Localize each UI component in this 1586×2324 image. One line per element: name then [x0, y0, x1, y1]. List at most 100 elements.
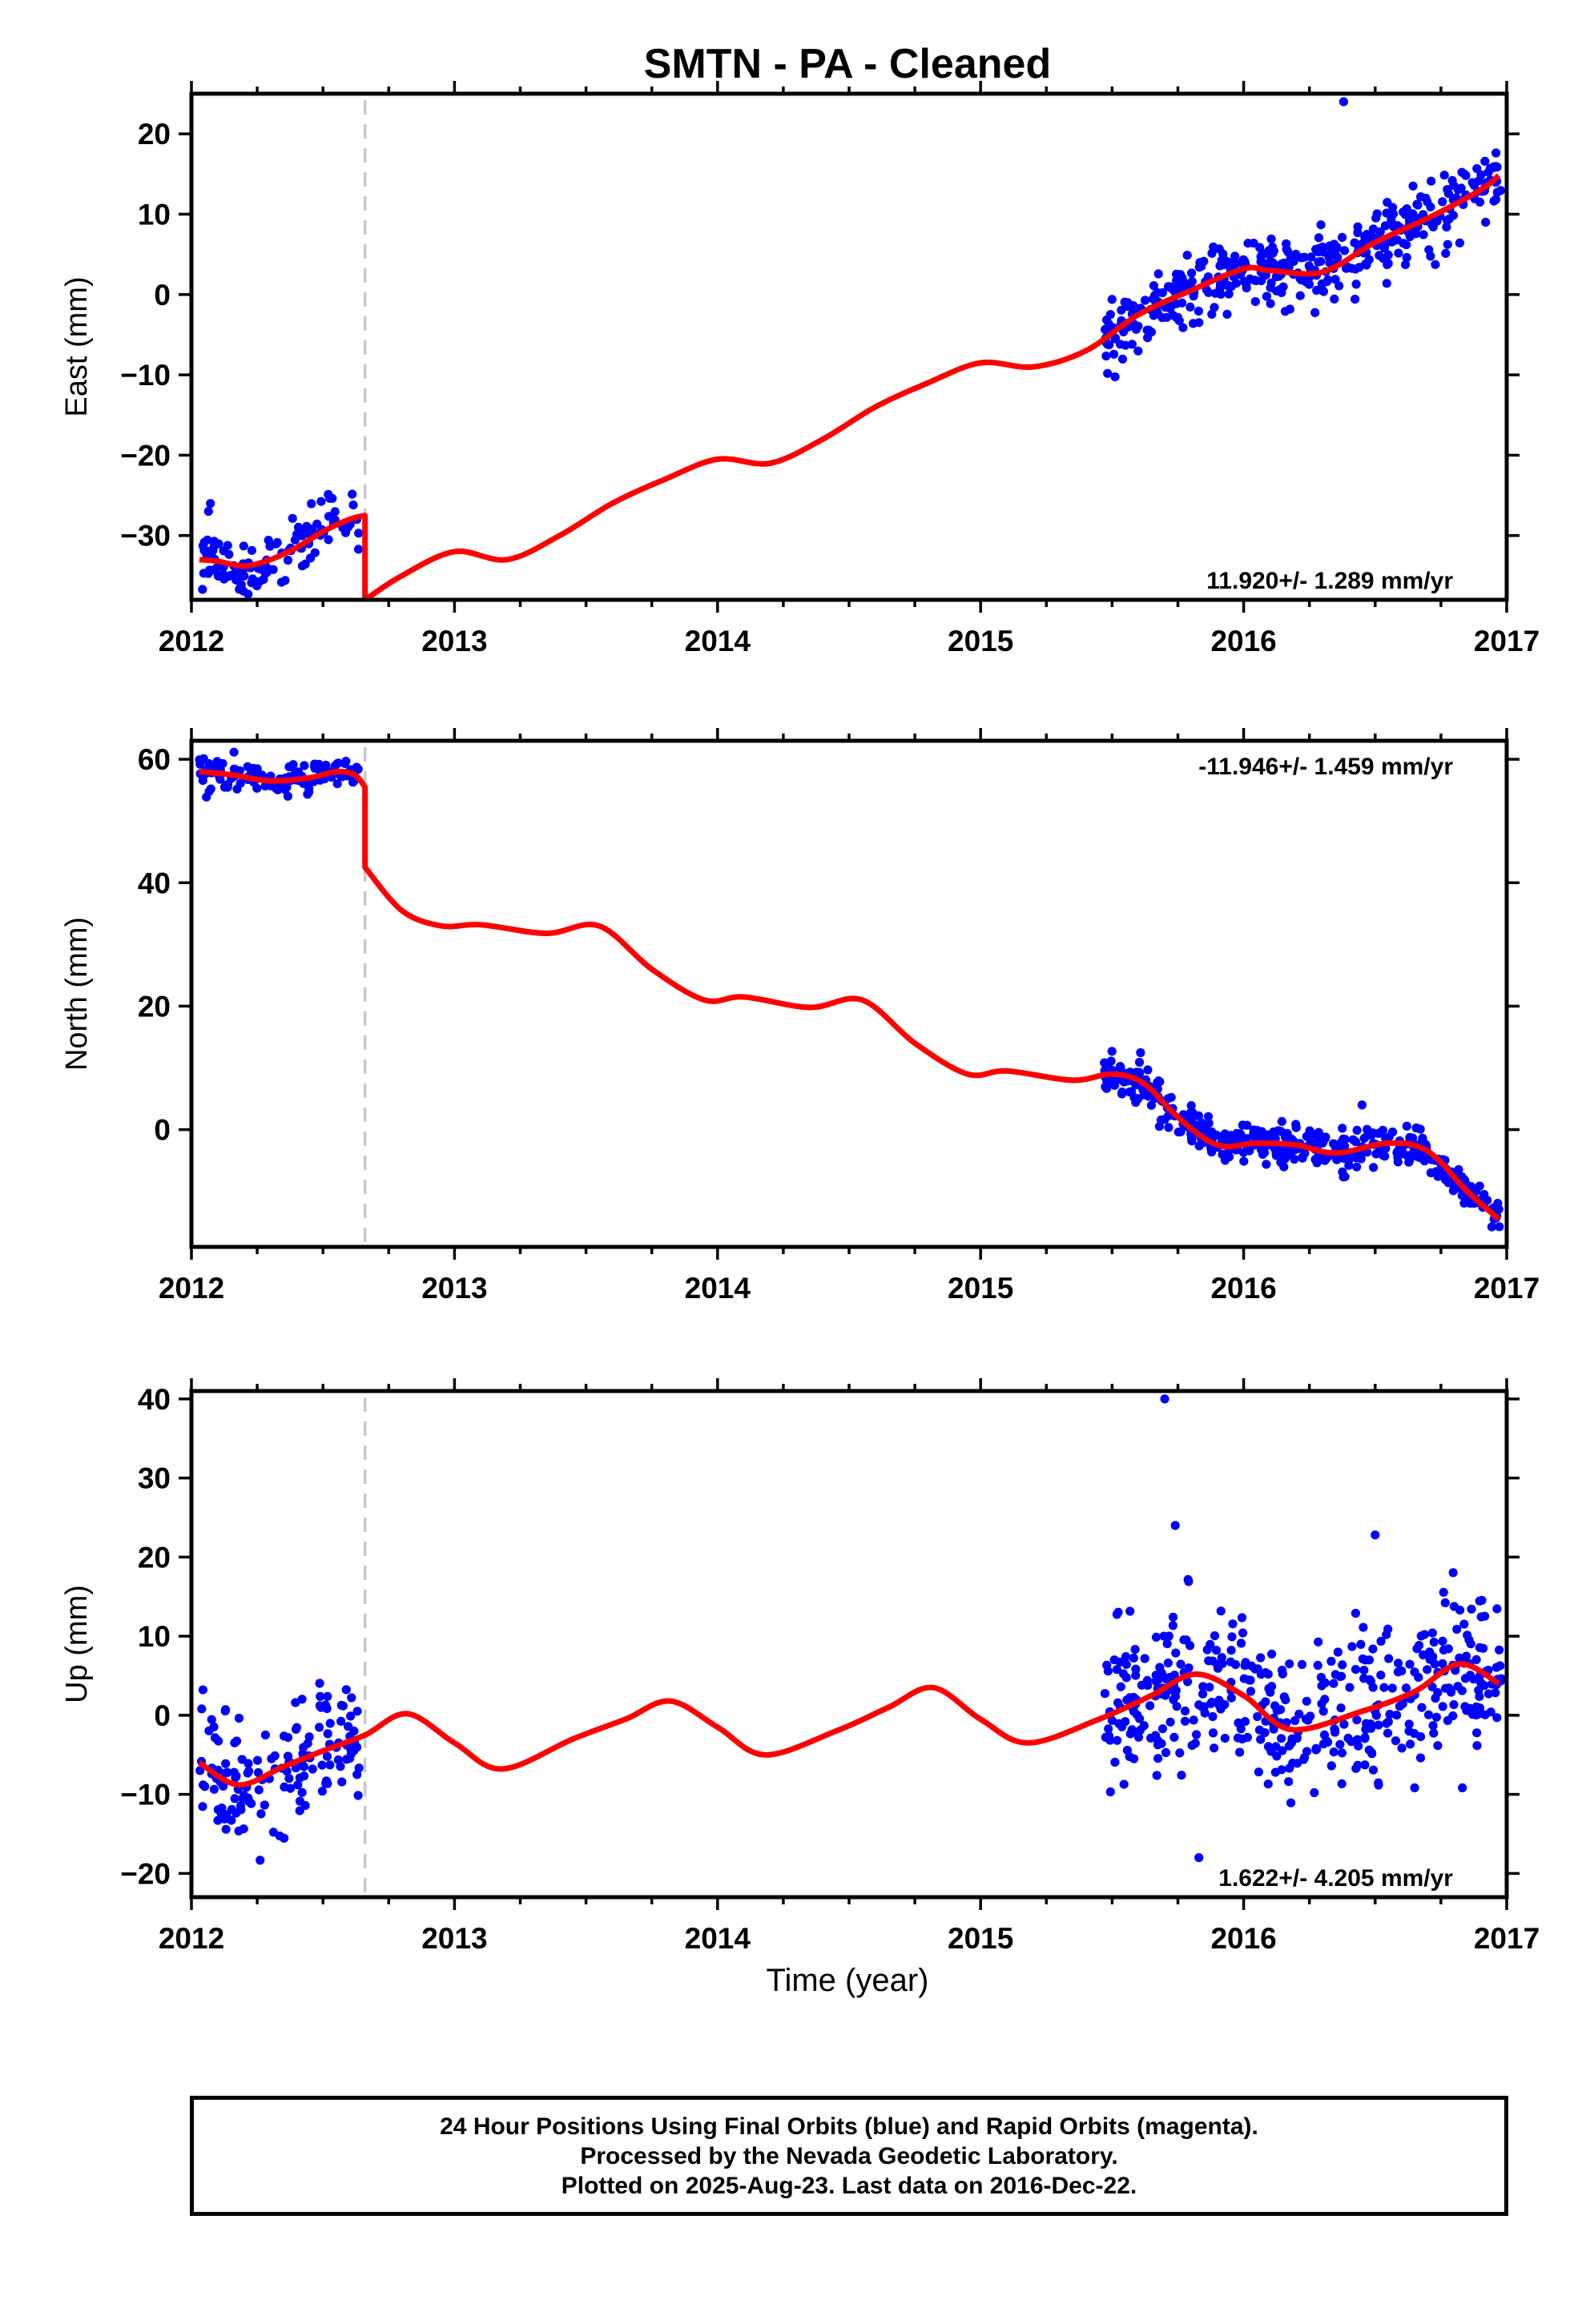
data-point: [1226, 1693, 1236, 1703]
data-point: [1238, 1120, 1247, 1130]
data-point: [1371, 213, 1381, 223]
data-point: [1224, 289, 1234, 299]
data-point: [1415, 1641, 1424, 1651]
data-point: [1294, 1709, 1304, 1719]
data-point: [199, 1780, 208, 1790]
data-point: [272, 537, 282, 548]
data-point: [1171, 1648, 1181, 1658]
data-point: [1475, 1596, 1484, 1606]
data-point: [1356, 1639, 1366, 1649]
data-point: [254, 1785, 264, 1795]
data-point: [1125, 1606, 1135, 1616]
data-point: [1173, 312, 1182, 322]
data-point: [348, 489, 357, 499]
data-point: [1210, 303, 1219, 312]
data-point: [1312, 1158, 1322, 1168]
data-point: [1290, 1715, 1300, 1726]
data-point: [1144, 1092, 1153, 1101]
data-point: [1443, 188, 1453, 199]
data-point: [221, 1759, 231, 1768]
data-point: [209, 1784, 219, 1794]
footer-box: 24 Hour Positions Using Final Orbits (bl…: [190, 2096, 1508, 2216]
data-point: [288, 513, 297, 523]
footer-line-3: Plotted on 2025-Aug-23. Last data on 201…: [561, 2172, 1137, 2199]
data-point: [1197, 262, 1206, 271]
data-point: [1302, 1747, 1312, 1756]
data-point: [1371, 1711, 1381, 1720]
data-point: [1113, 1735, 1122, 1745]
data-point: [1194, 1111, 1204, 1120]
data-point: [323, 1779, 332, 1788]
data-point: [1101, 352, 1111, 361]
data-point: [1160, 1115, 1169, 1124]
data-point: [1491, 148, 1501, 158]
data-point: [1330, 1724, 1339, 1734]
data-point: [206, 499, 215, 509]
data-point: [349, 1746, 359, 1755]
data-point: [1290, 1154, 1299, 1164]
data-point: [280, 1782, 289, 1791]
data-point: [1262, 292, 1271, 301]
data-point: [1358, 1654, 1367, 1664]
data-point: [1491, 162, 1501, 171]
data-point: [1267, 1649, 1277, 1659]
data-point: [1452, 1624, 1462, 1634]
data-point: [1277, 1734, 1286, 1743]
data-point: [1471, 1655, 1481, 1664]
data-point: [1102, 1076, 1112, 1085]
data-point: [1153, 269, 1163, 279]
data-point: [1408, 209, 1418, 219]
data-point: [256, 1809, 266, 1819]
data-point: [1113, 1607, 1123, 1617]
data-point: [1198, 1689, 1208, 1699]
data-point: [283, 791, 292, 801]
y-tick-label: 60: [138, 743, 171, 776]
data-point: [1118, 1669, 1128, 1679]
data-point: [204, 1726, 214, 1735]
data-point: [1216, 1704, 1226, 1714]
data-point: [1430, 1659, 1439, 1669]
data-point: [1333, 1647, 1342, 1657]
data-point: [1288, 1759, 1298, 1768]
model-fit-line: [199, 768, 1501, 1221]
data-point: [353, 545, 364, 554]
data-point: [1464, 1635, 1474, 1645]
data-point: [1172, 1702, 1181, 1711]
data-point: [1216, 289, 1226, 299]
data-point: [223, 572, 233, 581]
data-point: [1474, 1686, 1483, 1695]
data-point: [1310, 1787, 1319, 1798]
data-point: [1492, 187, 1502, 197]
data-point: [1458, 1783, 1467, 1793]
data-point: [1313, 1660, 1322, 1671]
data-point: [1109, 349, 1119, 359]
data-point: [1234, 1718, 1243, 1727]
data-point: [1392, 1711, 1402, 1720]
data-point: [1329, 1747, 1338, 1757]
data-point: [1140, 1654, 1149, 1663]
data-point: [1169, 1732, 1179, 1742]
data-point: [1185, 302, 1195, 312]
data-point: [263, 567, 272, 577]
data-point: [1282, 244, 1291, 254]
data-point: [1433, 1741, 1443, 1751]
x-tick-label: 2014: [685, 1922, 751, 1955]
data-point: [1314, 233, 1324, 243]
data-point: [1318, 287, 1328, 296]
x-tick-label: 2015: [948, 1922, 1013, 1955]
data-point: [1187, 276, 1197, 287]
velocity-annotation: 1.622+/- 4.205 mm/yr: [1218, 1865, 1453, 1892]
data-point: [304, 787, 314, 797]
data-point: [1262, 1130, 1272, 1140]
data-point: [1153, 1736, 1163, 1746]
data-point: [1253, 1129, 1262, 1139]
data-point: [1222, 309, 1232, 319]
data-point: [1493, 1199, 1503, 1208]
data-point: [255, 577, 264, 586]
data-point: [1362, 1719, 1371, 1728]
data-point: [1330, 275, 1340, 284]
panel-north: 2012 2013 2014 2015 2016 2017 0 20 40 60 North (mm…: [60, 728, 1540, 1305]
data-point: [1402, 252, 1411, 263]
data-point: [1266, 1687, 1275, 1697]
data-point: [1214, 244, 1224, 254]
